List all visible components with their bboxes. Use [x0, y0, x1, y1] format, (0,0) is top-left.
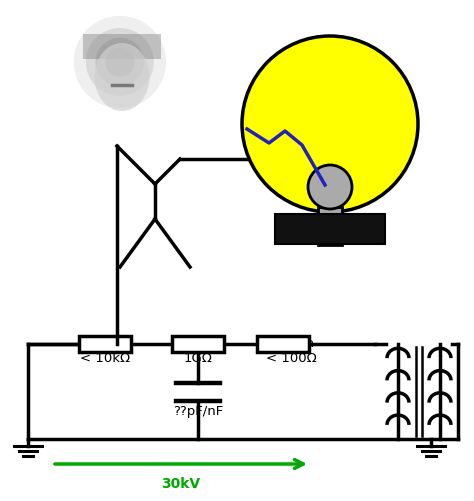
Circle shape — [73, 17, 166, 109]
Text: glass
1GΩ: glass 1GΩ — [181, 336, 215, 364]
Circle shape — [242, 37, 418, 212]
Circle shape — [86, 29, 154, 97]
Text: human
< 10kΩ: human < 10kΩ — [80, 336, 130, 364]
Bar — [257, 336, 309, 352]
Bar — [318, 207, 342, 245]
Bar — [275, 214, 385, 244]
Circle shape — [308, 166, 352, 209]
Text: plasma
< 100Ω: plasma < 100Ω — [265, 336, 316, 364]
Circle shape — [105, 48, 135, 78]
Circle shape — [96, 39, 144, 87]
Bar — [79, 336, 131, 352]
Bar — [172, 336, 224, 352]
Bar — [83, 35, 161, 60]
Text: 30kV: 30kV — [162, 476, 201, 490]
Ellipse shape — [94, 44, 149, 112]
Text: ??pF/nF: ??pF/nF — [173, 405, 223, 418]
Bar — [68, 18, 176, 118]
